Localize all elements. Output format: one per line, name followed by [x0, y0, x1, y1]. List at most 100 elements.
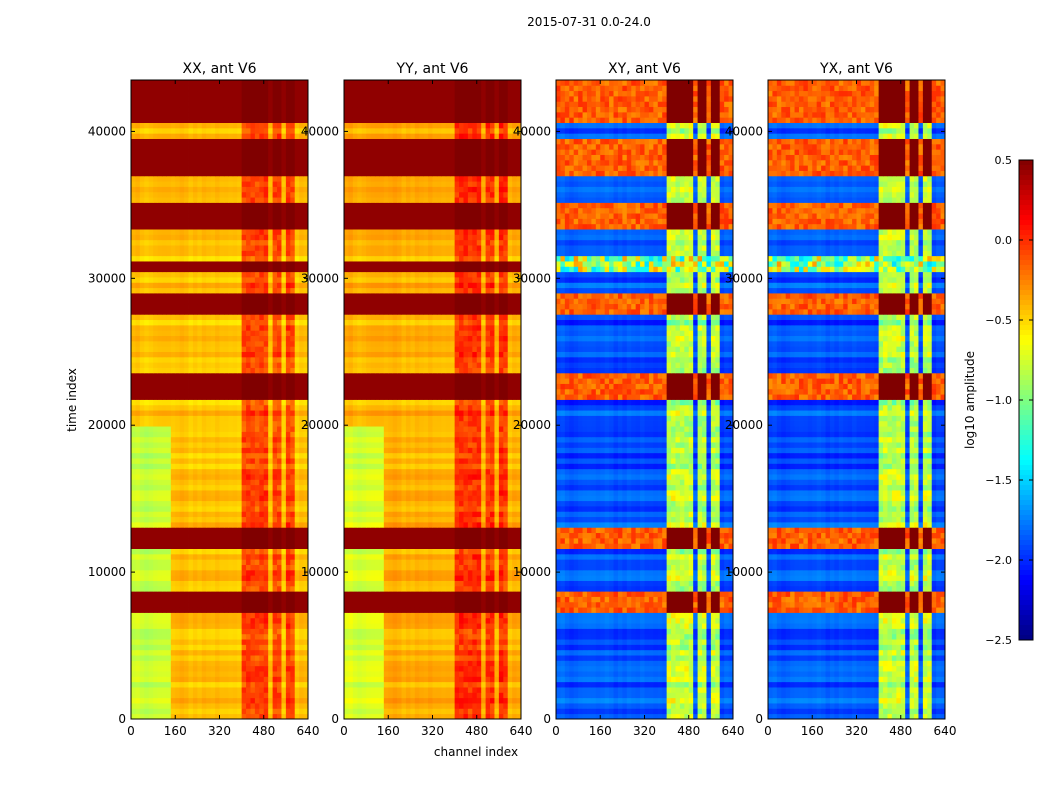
colorbar-segment: [1019, 245, 1033, 251]
colorbar-segment: [1019, 430, 1033, 436]
colorbar-segment: [1019, 345, 1033, 351]
x-tick-label: 0: [764, 724, 772, 738]
colorbar-segment: [1019, 565, 1033, 571]
colorbar-segment: [1019, 545, 1033, 551]
x-tick-label: 0: [552, 724, 560, 738]
colorbar-segment: [1019, 240, 1033, 246]
colorbar-segment: [1019, 530, 1033, 536]
x-tick-label: 640: [722, 724, 745, 738]
colorbar-segment: [1019, 205, 1033, 211]
colorbar-segment: [1019, 585, 1033, 591]
panel-title: YY, ant V6: [396, 61, 469, 77]
colorbar-segment: [1019, 215, 1033, 221]
colorbar-segment: [1019, 475, 1033, 481]
colorbar-tick-label: −2.5: [985, 634, 1012, 647]
y-tick-label: 30000: [301, 271, 339, 285]
colorbar-segment: [1019, 535, 1033, 541]
x-tick-label: 0: [127, 724, 135, 738]
colorbar-segment: [1019, 320, 1033, 326]
colorbar-segment: [1019, 220, 1033, 226]
colorbar-segment: [1019, 395, 1033, 401]
colorbar-segment: [1019, 365, 1033, 371]
colorbar-segment: [1019, 275, 1033, 281]
colorbar-label: log10 amplitude: [963, 351, 977, 449]
colorbar-segment: [1019, 570, 1033, 576]
colorbar-segment: [1019, 175, 1033, 181]
colorbar-segment: [1019, 415, 1033, 421]
colorbar-segment: [1019, 425, 1033, 431]
heatmap-image: [768, 80, 945, 719]
colorbar-segment: [1019, 170, 1033, 176]
colorbar-segment: [1019, 510, 1033, 516]
y-tick-label: 30000: [725, 271, 763, 285]
panel-title: XY, ant V6: [608, 61, 681, 77]
colorbar-tick-label: 0.5: [995, 154, 1013, 167]
colorbar-segment: [1019, 410, 1033, 416]
colorbar-segment: [1019, 490, 1033, 496]
colorbar-segment: [1019, 620, 1033, 626]
colorbar-segment: [1019, 235, 1033, 241]
heatmap-image: [344, 80, 521, 719]
x-tick-label: 640: [297, 724, 320, 738]
colorbar-segment: [1019, 360, 1033, 366]
x-tick-label: 640: [934, 724, 957, 738]
colorbar-segment: [1019, 635, 1033, 641]
colorbar-segment: [1019, 600, 1033, 606]
colorbar-segment: [1019, 495, 1033, 501]
colorbar-segment: [1019, 550, 1033, 556]
colorbar-segment: [1019, 165, 1033, 171]
colorbar-segment: [1019, 460, 1033, 466]
colorbar-segment: [1019, 280, 1033, 286]
x-tick-label: 160: [164, 724, 187, 738]
colorbar-segment: [1019, 340, 1033, 346]
colorbar-segment: [1019, 180, 1033, 186]
colorbar-segment: [1019, 450, 1033, 456]
colorbar-segment: [1019, 390, 1033, 396]
colorbar-segment: [1019, 290, 1033, 296]
x-tick-label: 320: [633, 724, 656, 738]
colorbar-tick-label: −2.0: [985, 554, 1012, 567]
colorbar-segment: [1019, 250, 1033, 256]
colorbar-segment: [1019, 385, 1033, 391]
colorbar-segment: [1019, 445, 1033, 451]
colorbar-segment: [1019, 455, 1033, 461]
panel-title: YX, ant V6: [819, 61, 893, 77]
colorbar-segment: [1019, 160, 1033, 166]
x-tick-label: 640: [510, 724, 533, 738]
colorbar-segment: [1019, 380, 1033, 386]
colorbar-segment: [1019, 400, 1033, 406]
figure-suptitle: 2015-07-31 0.0-24.0: [527, 15, 651, 29]
panel-xx: XX, ant V6 0 160 320 480 640 0 10000 20000 30000 4…: [88, 61, 320, 738]
colorbar-segment: [1019, 350, 1033, 356]
y-tick-label: 0: [331, 712, 339, 726]
colorbar-segment: [1019, 325, 1033, 331]
y-tick-label: 40000: [88, 124, 126, 138]
colorbar-segment: [1019, 595, 1033, 601]
colorbar-segment: [1019, 330, 1033, 336]
colorbar: 0.5 0.0 −0.5 −1.0 −1.5 −2.0 −2.5 log10 amplitud…: [963, 154, 1034, 647]
colorbar-segment: [1019, 630, 1033, 636]
y-tick-label: 10000: [725, 565, 763, 579]
heatmap-image: [131, 80, 308, 719]
panel-yy: YY, ant V6 0 160 320 480 640 0 10000 20000 30000 4…: [301, 61, 533, 738]
y-tick-label: 20000: [725, 418, 763, 432]
x-tick-label: 320: [421, 724, 444, 738]
colorbar-segment: [1019, 265, 1033, 271]
x-tick-label: 160: [377, 724, 400, 738]
heatmap-image: [556, 80, 733, 719]
colorbar-segment: [1019, 480, 1033, 486]
colorbar-segment: [1019, 560, 1033, 566]
colorbar-tick-label: 0.0: [995, 234, 1013, 247]
colorbar-segment: [1019, 515, 1033, 521]
y-tick-label: 40000: [513, 124, 551, 138]
colorbar-segment: [1019, 505, 1033, 511]
x-tick-label: 160: [801, 724, 824, 738]
colorbar-segment: [1019, 440, 1033, 446]
y-axis-label: time index: [65, 368, 79, 432]
colorbar-segment: [1019, 625, 1033, 631]
y-tick-label: 30000: [88, 271, 126, 285]
y-tick-label: 30000: [513, 271, 551, 285]
colorbar-tick-label: −0.5: [985, 314, 1012, 327]
colorbar-segment: [1019, 230, 1033, 236]
colorbar-segment: [1019, 270, 1033, 276]
